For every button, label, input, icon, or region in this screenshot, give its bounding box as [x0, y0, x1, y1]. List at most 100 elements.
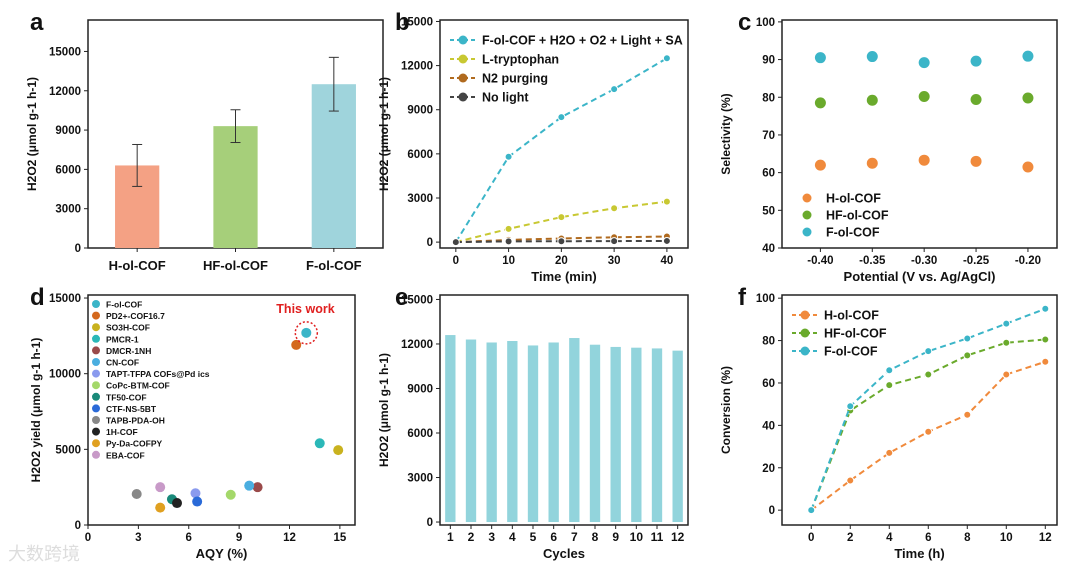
legend-label: Py-Da-COFPY: [106, 439, 163, 449]
plot-frame: [439, 294, 689, 526]
legend-marker: [92, 450, 100, 459]
legend-label: TAPT-TFPA COFs@Pd ics: [106, 369, 210, 379]
x-tick-label: 7: [571, 530, 578, 544]
data-point: [557, 113, 566, 122]
y-tick-label: 100: [756, 293, 775, 305]
y-tick-label: 0: [75, 520, 81, 532]
x-axis-label: AQY (%): [196, 546, 248, 561]
y-axis-label: Selectivity (%): [719, 93, 733, 174]
bar-2: [465, 339, 477, 523]
y-tick-label: 20: [762, 463, 775, 475]
data-point: [662, 54, 671, 63]
x-tick-label: HF-ol-COF: [203, 258, 268, 273]
data-point: [814, 97, 826, 109]
y-tick-label: 15000: [49, 46, 81, 58]
y-tick-label: 9000: [407, 105, 433, 117]
data-point: [963, 351, 972, 360]
y-tick-label: 40: [762, 243, 775, 255]
legend-label: TF50-COF: [106, 392, 147, 402]
legend-marker: [92, 439, 100, 448]
x-tick-label: 12: [671, 530, 685, 544]
x-axis-label: Time (h): [894, 546, 944, 561]
highlight-circle: [294, 321, 319, 345]
x-tick-label: 6: [925, 532, 931, 544]
x-axis-label: Cycles: [543, 546, 585, 561]
y-tick-label: 90: [762, 55, 775, 67]
data-point: [924, 427, 933, 436]
bar-HF-ol-COF: [213, 126, 258, 248]
legend-label: F-ol-COF: [106, 300, 142, 310]
x-tick-label: 10: [630, 530, 644, 544]
data-point: [662, 236, 671, 245]
data-point: [1002, 338, 1011, 347]
bar-10: [631, 347, 642, 523]
legend-label: F-ol-COF: [826, 226, 880, 240]
legend-label: No light: [482, 91, 529, 105]
data-point: [866, 51, 878, 63]
y-tick-label: 60: [762, 168, 775, 180]
x-tick-label: -0.20: [1015, 255, 1041, 267]
bar-5: [527, 345, 539, 523]
legend-marker: [92, 404, 100, 413]
legend-label: PD2+-COF16.7: [106, 311, 165, 321]
data-point: [918, 57, 930, 69]
data-point-TAPB-PDA-OH: [131, 488, 142, 499]
legend-marker: [802, 210, 812, 220]
legend-label: PMCR-1: [106, 334, 139, 344]
y-tick-label: 9000: [55, 125, 81, 137]
y-axis-label: H2O2 (μmol g-1 h-1): [377, 353, 391, 467]
x-tick-label: F-ol-COF: [306, 258, 362, 273]
data-point-DMCR-1NH: [252, 482, 263, 493]
legend-label: CoPc-BTM-COF: [106, 381, 170, 391]
x-tick-label: 12: [1039, 532, 1052, 544]
legend-label: HF-ol-COF: [826, 209, 889, 223]
x-tick-label: 11: [651, 530, 664, 544]
y-tick-label: 6000: [407, 149, 433, 161]
x-axis-label: Potential (V vs. Ag/AgCl): [844, 269, 996, 284]
y-tick-label: 12000: [401, 339, 433, 351]
x-tick-label: 3: [135, 532, 141, 544]
y-axis-label: Conversion (%): [719, 366, 733, 454]
legend-marker: [92, 346, 100, 355]
data-point-SO3H-COF: [333, 445, 344, 456]
legend-label: F-ol-COF: [824, 345, 878, 359]
y-tick-label: 50: [762, 205, 775, 217]
y-tick-label: 0: [75, 243, 81, 255]
legend-marker: [92, 381, 100, 390]
y-tick-label: 100: [756, 17, 775, 29]
legend-label: HF-ol-COF: [824, 327, 887, 341]
y-tick-label: 70: [762, 130, 775, 142]
legend-label: CTF-NS-5BT: [106, 404, 157, 414]
data-point: [885, 366, 894, 375]
legend-marker: [458, 35, 468, 45]
y-tick-label: 3000: [407, 193, 433, 205]
y-tick-label: 0: [427, 237, 433, 249]
data-point: [610, 85, 619, 94]
data-point: [846, 476, 855, 485]
x-tick-label: 20: [555, 255, 568, 267]
legend-marker: [92, 427, 100, 436]
data-point: [924, 370, 933, 379]
data-point-CTF-NS-5BT: [192, 496, 203, 507]
y-tick-label: 0: [427, 517, 433, 529]
y-tick-label: 80: [762, 92, 775, 104]
x-tick-label: 0: [85, 532, 91, 544]
annotation: This work: [276, 302, 334, 316]
data-point: [924, 347, 933, 356]
y-tick-label: 40: [762, 420, 775, 432]
legend-marker: [802, 227, 812, 237]
data-point: [1022, 92, 1034, 104]
legend-marker: [458, 54, 468, 64]
x-tick-label: 4: [886, 532, 893, 544]
y-tick-label: 6000: [407, 428, 433, 440]
legend-label: 1H-COF: [106, 427, 138, 437]
y-tick-label: 15000: [401, 16, 433, 28]
x-tick-label: 8: [592, 530, 599, 544]
legend-marker: [92, 358, 100, 366]
x-tick-label: -0.30: [911, 255, 937, 267]
data-point: [610, 237, 619, 246]
y-tick-label: 3000: [55, 204, 81, 216]
x-tick-label: 2: [847, 532, 853, 544]
data-point-PMCR-1: [314, 438, 325, 449]
data-point: [504, 152, 513, 161]
